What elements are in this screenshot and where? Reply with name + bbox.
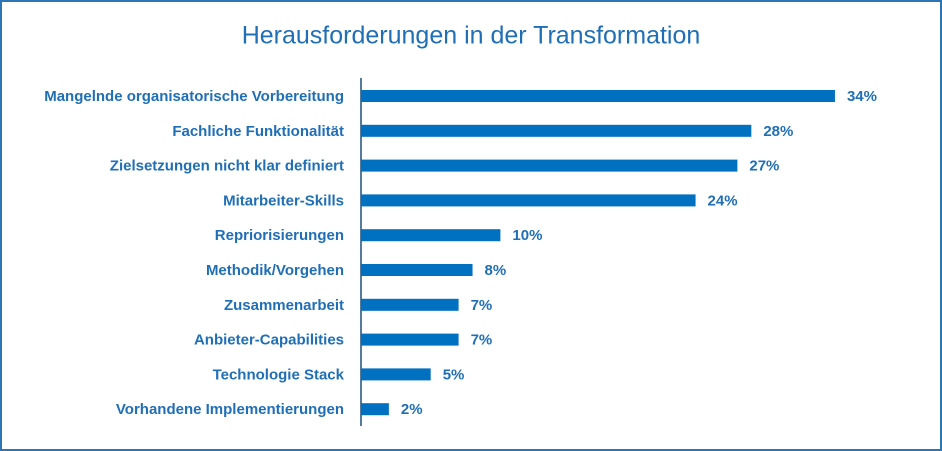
category-label: Fachliche Funktionalität <box>172 123 344 140</box>
category-label: Repriorisierungen <box>215 227 344 244</box>
value-label: 7% <box>471 297 493 314</box>
value-label: 27% <box>749 158 779 175</box>
value-label: 10% <box>512 227 542 244</box>
bar <box>361 333 459 346</box>
category-label: Technologie Stack <box>213 366 345 383</box>
bar <box>361 403 389 416</box>
category-label: Vorhandene Implementierungen <box>116 401 344 418</box>
value-label: 34% <box>847 88 877 105</box>
category-label: Zusammenarbeit <box>224 297 344 314</box>
bar <box>361 264 473 276</box>
category-label: Mitarbeiter-Skills <box>223 192 344 209</box>
bar <box>361 298 459 311</box>
bar <box>361 159 738 172</box>
bar <box>361 90 835 102</box>
bar <box>361 229 501 242</box>
category-label: Methodik/Vorgehen <box>206 262 344 279</box>
value-label: 24% <box>708 192 738 209</box>
bar <box>361 124 752 137</box>
value-label: 2% <box>401 401 423 418</box>
value-label: 8% <box>485 262 507 279</box>
value-label: 28% <box>763 123 793 140</box>
category-label: Anbieter-Capabilities <box>194 332 344 349</box>
value-label: 5% <box>443 366 465 383</box>
category-label: Mangelnde organisatorische Vorbereitung <box>44 88 344 105</box>
bar <box>361 194 696 207</box>
bar <box>361 368 431 381</box>
category-label: Zielsetzungen nicht klar definiert <box>110 158 344 175</box>
chart-title: Herausforderungen in der Transformation <box>242 22 701 50</box>
value-label: 7% <box>471 332 493 349</box>
